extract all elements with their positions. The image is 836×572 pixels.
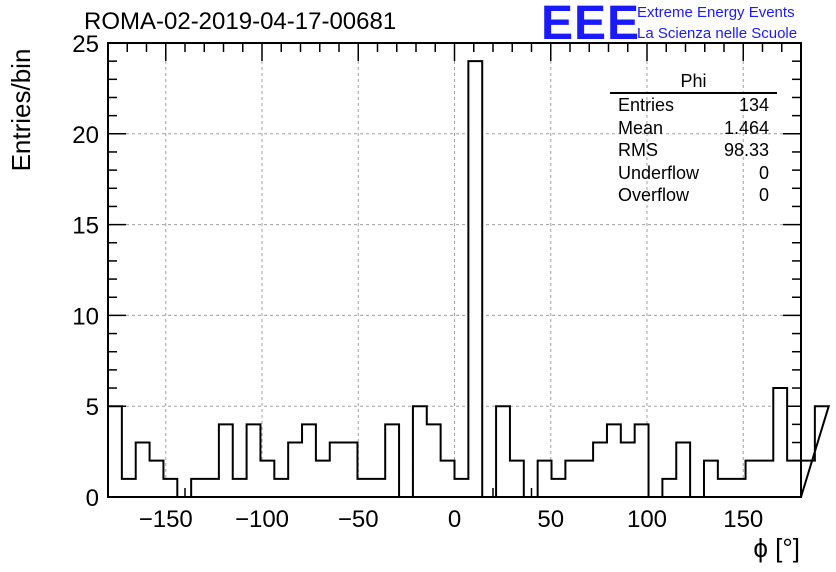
histogram-bin: [717, 478, 732, 497]
x-tick-label: 100: [627, 506, 667, 533]
stats-row: Overflow 0: [610, 184, 777, 207]
stats-label: Overflow: [618, 185, 690, 205]
stats-row: Underflow 0: [610, 162, 777, 185]
histogram-bin: [620, 442, 635, 497]
histogram-bin: [606, 424, 621, 497]
histogram-bars: [107, 60, 831, 498]
histogram-bin: [302, 424, 316, 497]
stats-label: Underflow: [618, 162, 700, 183]
histogram-bin: [329, 442, 344, 497]
histogram-bin: [315, 460, 330, 497]
histogram-bin: [509, 460, 524, 497]
stats-row: Entries 134: [610, 94, 777, 117]
stats-name: Phi: [610, 70, 777, 94]
x-tick-labels: −150 −100 −50 0 50 100 150: [139, 506, 764, 533]
histogram-bin: [579, 460, 594, 497]
x-tick-label: 150: [723, 506, 763, 533]
histogram-bin: [759, 460, 774, 497]
y-tick-label: 10: [72, 303, 99, 330]
histogram-bin: [662, 478, 677, 497]
grid-lines: [108, 43, 801, 497]
histogram-bin: [634, 424, 649, 497]
histogram-bin: [343, 442, 358, 497]
histogram-bin: [191, 478, 206, 497]
y-axis-label: Entries/bin: [6, 49, 36, 172]
x-tick-label: −150: [139, 506, 193, 533]
histogram-bin: [676, 442, 691, 497]
histogram-bin: [565, 460, 580, 497]
histogram-bin: [108, 406, 122, 497]
histogram-bin: [787, 460, 801, 497]
histogram-bin: [537, 460, 552, 497]
histogram-bin: [454, 478, 469, 497]
stats-label: Mean: [618, 117, 664, 138]
histogram-bin: [121, 478, 136, 497]
histogram-bin: [468, 61, 483, 497]
histogram-bin: [246, 424, 261, 497]
stats-label: RMS: [618, 140, 658, 160]
y-tick-label: 15: [72, 213, 99, 240]
histogram-bin: [205, 478, 219, 497]
histogram-bin: [149, 460, 164, 497]
stats-row: Mean 1.464: [610, 117, 777, 140]
histogram-bin: [385, 424, 400, 497]
histogram-bin: [218, 424, 233, 497]
stats-row: RMS 98.33: [610, 139, 777, 162]
histogram-bin: [135, 442, 150, 497]
histogram-bin: [371, 478, 386, 497]
x-tick-label: −100: [235, 506, 289, 533]
histogram-bin: [814, 406, 829, 497]
logo-caption-line1: Extreme Energy Events: [637, 4, 795, 21]
stats-label: Entries: [618, 95, 675, 115]
histogram-bin: [163, 478, 178, 497]
y-tick-label: 0: [86, 485, 99, 512]
histogram-bin: [412, 406, 427, 497]
chart-title: ROMA-02-2019-04-17-00681: [84, 8, 397, 35]
x-axis-label: ϕ [°]: [753, 533, 800, 563]
histogram-bin: [731, 478, 746, 497]
stats-value: 98.33: [723, 140, 769, 160]
histogram-bin: [440, 460, 455, 497]
histogram-bin: [260, 460, 275, 497]
eee-logo: EEE: [541, 0, 641, 50]
logo-caption-line2: La Scienza nelle Scuole: [637, 25, 798, 42]
histogram-bin: [745, 460, 760, 497]
histogram-bin: [288, 442, 303, 497]
histogram-bin: [496, 406, 510, 497]
histogram-bin: [357, 478, 372, 497]
histogram-bin: [551, 478, 566, 497]
stats-value: 0: [758, 162, 769, 183]
stats-value: 1.464: [723, 117, 769, 138]
histogram-bin: [426, 424, 441, 497]
plot-frame: [107, 42, 802, 498]
y-tick-label: 20: [72, 122, 99, 149]
x-tick-label: −50: [338, 506, 379, 533]
stats-box: Phi Entries 134 Mean 1.464 RMS 98.33 Underflow…: [610, 70, 777, 207]
stats-value: 134: [738, 95, 769, 115]
y-tick-label: 25: [72, 31, 99, 58]
histogram-bin: [274, 478, 289, 497]
histogram-bin: [232, 478, 247, 497]
y-tick-label: 5: [86, 394, 99, 421]
histogram-bin: [773, 388, 788, 497]
x-tick-label: 0: [448, 506, 461, 533]
histogram-bin: [593, 442, 607, 497]
y-tick-labels: 0 5 10 15 20 25: [72, 31, 99, 512]
x-tick-label: 50: [537, 506, 564, 533]
histogram-bin: [703, 460, 718, 497]
stats-value: 0: [758, 185, 769, 205]
